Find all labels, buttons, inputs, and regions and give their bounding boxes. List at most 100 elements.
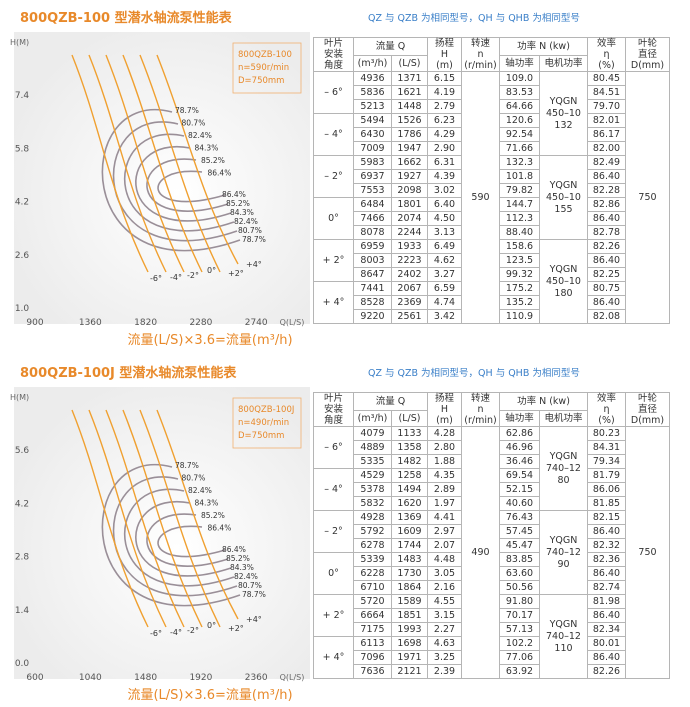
value-cell: 2561 [391, 309, 428, 324]
value-cell: 79.82 [499, 183, 540, 198]
value-cell: 76.43 [499, 510, 540, 525]
chart: H(M) 5.6 4.2 2.8 1.4 0.0 600 1040 1480 1920 2360 Q(… [10, 387, 310, 703]
header-cell: (L/S) [391, 410, 428, 427]
efficiency-label: 84.3% [195, 144, 219, 153]
efficiency-label: 82.4% [188, 486, 212, 495]
value-cell: 5836 [353, 85, 392, 100]
value-cell: 82.78 [587, 225, 626, 240]
angle-cell: – 6° [313, 426, 354, 469]
value-cell: 5792 [353, 524, 392, 539]
value-cell: 1258 [391, 468, 428, 483]
value-cell: 8528 [353, 295, 392, 310]
value-cell: 1369 [391, 510, 428, 525]
value-cell: 82.26 [587, 664, 626, 679]
value-cell: 2.07 [427, 538, 462, 553]
value-cell: 4.50 [427, 211, 462, 226]
value-cell: 175.2 [499, 281, 540, 296]
header-cell: (m³/h) [353, 410, 392, 427]
value-cell: 62.86 [499, 426, 540, 441]
value-cell: 6664 [353, 608, 392, 623]
efficiency-label: 85.2% [226, 554, 250, 563]
x-tick-label: 1820 [134, 318, 157, 328]
value-cell: 109.0 [499, 71, 540, 86]
efficiency-label: 78.7% [175, 106, 199, 115]
value-cell: 82.32 [587, 538, 626, 553]
y-tick-label: 4.2 [15, 198, 29, 208]
header-cell: 流量 Q [353, 37, 428, 56]
value-cell: 82.01 [587, 113, 626, 128]
x-tick-label: 2740 [245, 318, 268, 328]
angle-label: -6° [150, 274, 162, 283]
value-cell: 1133 [391, 426, 428, 441]
value-cell: 82.08 [587, 309, 626, 324]
value-cell: 2.27 [427, 622, 462, 637]
y-axis-label: H(M) [10, 393, 29, 402]
table-row: 7009 1947 2.90 71.66 82.00 [314, 141, 670, 156]
table-row: – 6° 4936 1371 6.15 590 109.0 YQGN 450–10 132 8… [313, 71, 670, 324]
value-cell: 6710 [353, 580, 392, 595]
angle-label: -6° [150, 629, 162, 638]
head-curve [122, 54, 203, 273]
efficiency-label: 80.7% [182, 119, 206, 128]
value-cell: 82.28 [587, 183, 626, 198]
value-cell: 86.40 [587, 169, 626, 184]
value-cell: 84.51 [587, 85, 626, 100]
value-cell: 6937 [353, 169, 392, 184]
efficiency-label: 84.3% [230, 208, 254, 217]
title: 800QZB-100J 型潜水轴流泵性能表 [20, 365, 237, 381]
value-cell: 46.96 [499, 440, 540, 455]
angle-label: -4° [170, 628, 182, 637]
value-cell: 5720 [353, 594, 392, 609]
value-cell: 5832 [353, 496, 392, 511]
x-axis-label: Q(L/S) [280, 318, 305, 327]
value-cell: 4.41 [427, 510, 462, 525]
header-cell: 功率 N (kw) [499, 392, 588, 411]
value-cell: 2067 [391, 281, 428, 296]
chart-background [14, 32, 310, 324]
angle-cell: – 2° [313, 155, 354, 198]
value-cell: 81.79 [587, 468, 626, 483]
value-cell: 82.86 [587, 197, 626, 212]
efficiency-label: 86.4% [208, 169, 232, 178]
diameter-cell: 750 [625, 426, 670, 679]
value-cell: 52.15 [499, 482, 540, 497]
value-cell: 2402 [391, 267, 428, 282]
value-cell: 86.40 [587, 295, 626, 310]
angle-cell: – 4° [313, 468, 354, 511]
value-cell: 2.97 [427, 524, 462, 539]
header-row: (m³/h) (L/S) 轴功率 电机功率 [314, 55, 670, 72]
caption: 流量(L/S)×3.6=流量(m³/h) [127, 688, 292, 703]
value-cell: 81.85 [587, 496, 626, 511]
motor-cell: YQGN 450–10 180 [539, 239, 588, 324]
value-cell: 82.15 [587, 510, 626, 525]
value-cell: 6.40 [427, 197, 462, 212]
value-cell: 6.15 [427, 71, 462, 86]
value-cell: 2.39 [427, 664, 462, 679]
value-cell: 4.55 [427, 594, 462, 609]
value-cell: 69.54 [499, 468, 540, 483]
value-cell: 4.62 [427, 253, 462, 268]
angle-cell: + 4° [313, 636, 354, 679]
value-cell: 86.40 [587, 211, 626, 226]
value-cell: 1971 [391, 650, 428, 665]
table-row: 6937 1927 4.39 101.8 86.40 [314, 169, 670, 184]
value-cell: 5339 [353, 552, 392, 567]
efficiency-label: 86.4% [222, 190, 246, 199]
value-cell: 8003 [353, 253, 392, 268]
angle-cell: – 6° [313, 71, 354, 114]
head-curve [156, 409, 239, 620]
value-cell: 1620 [391, 496, 428, 511]
info-text: 800QZB-100J [238, 405, 294, 415]
value-cell: 80.01 [587, 636, 626, 651]
value-cell: 7096 [353, 650, 392, 665]
value-cell: 1744 [391, 538, 428, 553]
table-row: 8003 2223 4.62 123.5 86.40 [314, 253, 670, 268]
header-cell: 叶片 安装 角度 [313, 37, 354, 72]
value-cell: 8078 [353, 225, 392, 240]
efficiency-contour [135, 145, 232, 222]
chart-background [14, 387, 310, 679]
value-cell: 86.06 [587, 482, 626, 497]
header-cell: 叶片 安装 角度 [313, 392, 354, 427]
value-cell: 79.34 [587, 454, 626, 469]
angle-cell: 0° [313, 552, 354, 595]
